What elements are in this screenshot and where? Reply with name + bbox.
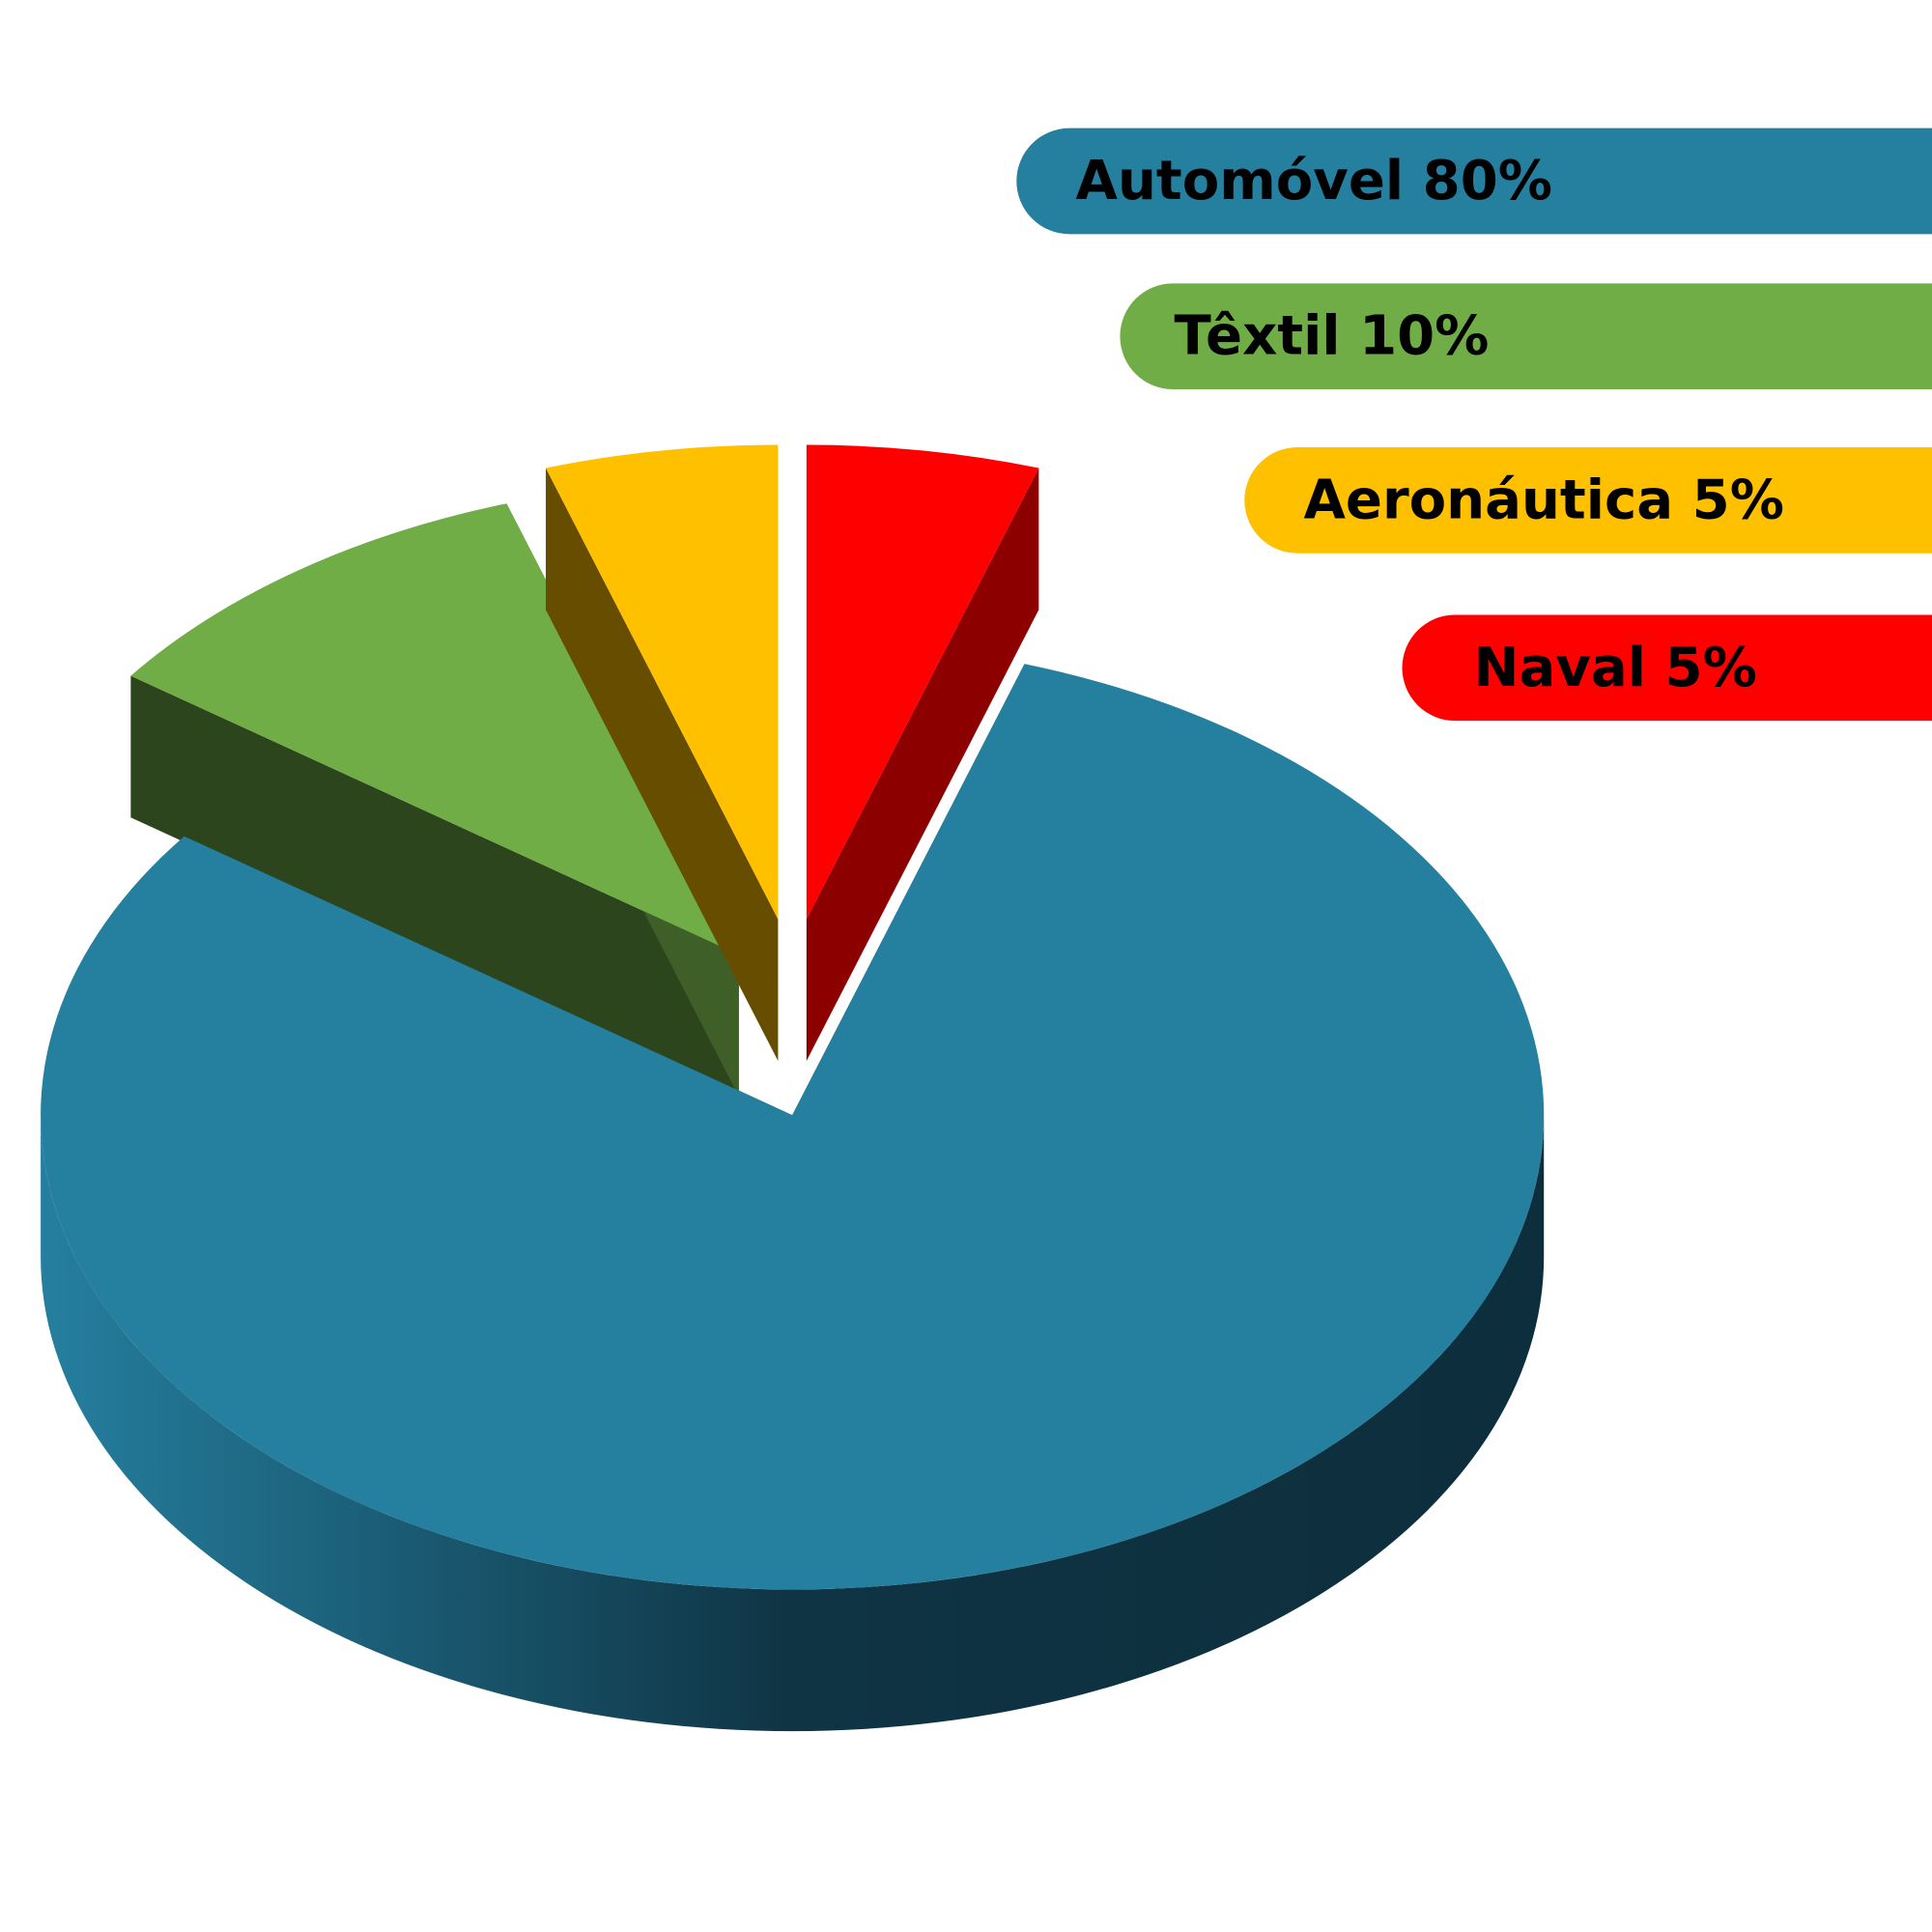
legend-name: Aeronáutica [1303, 469, 1673, 531]
legend-label: Naval 5% [1474, 637, 1757, 699]
legend-value: 5% [1692, 469, 1784, 531]
legend-value: 10% [1359, 304, 1489, 367]
legend-label: Aeronáutica 5% [1303, 469, 1783, 531]
slice-side [806, 468, 1039, 1062]
legend-value: 5% [1665, 637, 1757, 699]
legend-name: Naval [1474, 637, 1647, 699]
legend-value: 80% [1423, 150, 1552, 213]
legend-label: Têxtil 10% [1175, 304, 1490, 367]
legend-label: Automóvel 80% [1076, 150, 1552, 213]
legend: Automóvel 80%Têxtil 10%Aeronáutica 5%Nav… [1016, 128, 1932, 722]
slice [41, 664, 1545, 1590]
slice-wall [41, 1115, 1545, 1732]
slice [545, 444, 779, 920]
legend-name: Automóvel [1076, 150, 1405, 213]
slice [806, 444, 1039, 920]
legend-swatch [1016, 128, 1932, 235]
slice-side [130, 675, 739, 1096]
slice-side [545, 468, 779, 1062]
pie [41, 444, 1545, 1732]
legend-swatch [1244, 447, 1932, 554]
legend-swatch [1402, 614, 1932, 722]
slice [130, 503, 739, 955]
legend-swatch [1120, 283, 1932, 390]
legend-name: Têxtil [1175, 304, 1341, 367]
